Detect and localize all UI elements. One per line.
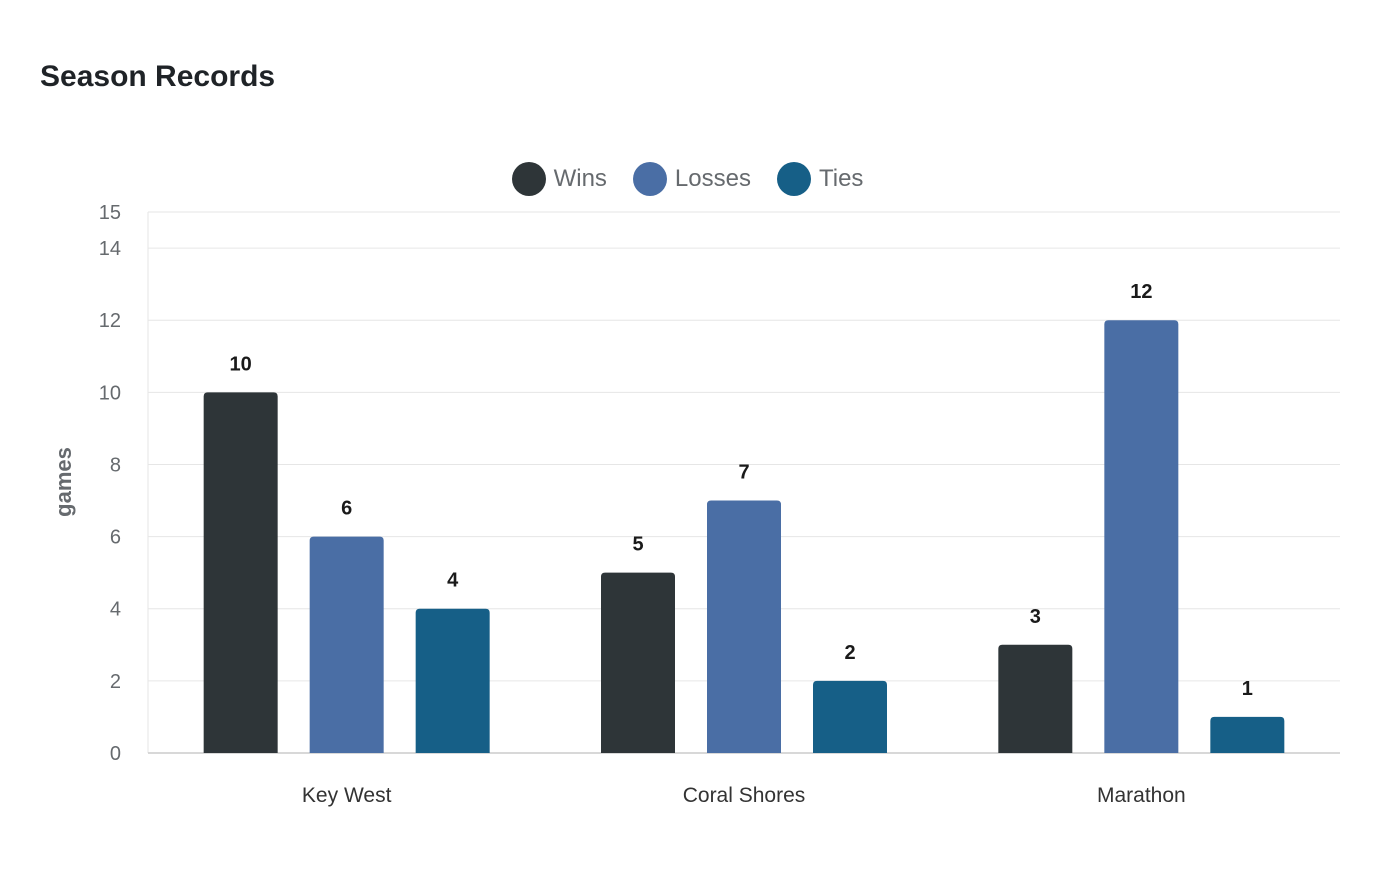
bar-wins-marathon	[998, 644, 1073, 753]
y-tick-label: 4	[110, 599, 121, 621]
bar-ties-marathon	[1210, 716, 1285, 753]
bar-wins-key-west	[203, 392, 278, 753]
x-tick-label: Marathon	[1097, 784, 1186, 807]
y-tick-label: 6	[110, 527, 121, 549]
y-tick-label: 12	[99, 310, 121, 332]
y-tick-label: 15	[99, 202, 121, 224]
data-label: 1	[1242, 678, 1253, 700]
data-label: 3	[1030, 606, 1041, 628]
y-tick-label: 2	[110, 671, 121, 693]
y-tick-label: 14	[99, 238, 121, 260]
bar-wins-coral-shores	[601, 572, 675, 753]
bar-ties-key-west	[415, 608, 490, 753]
chart-title: Season Records	[40, 60, 276, 93]
legend-label: Ties	[818, 165, 864, 192]
x-tick-label: Coral Shores	[683, 784, 806, 807]
data-label: 5	[632, 534, 643, 556]
legend-item-losses[interactable]: Losses	[632, 162, 751, 196]
chart-legend: Wins Losses Ties	[0, 162, 1375, 196]
data-label: 10	[230, 353, 252, 375]
bar-losses-coral-shores	[707, 500, 781, 753]
y-tick-label: 0	[110, 743, 121, 765]
legend-swatch	[511, 162, 546, 196]
y-tick-label: 10	[99, 382, 121, 404]
legend-label: Losses	[674, 165, 751, 192]
bar-losses-marathon	[1104, 320, 1179, 753]
legend-item-ties[interactable]: Ties	[776, 162, 864, 196]
legend-label: Wins	[553, 165, 607, 192]
data-label: 2	[844, 642, 855, 664]
data-label: 12	[1130, 281, 1152, 303]
data-label: 6	[341, 498, 352, 520]
bar-ties-coral-shores	[813, 680, 887, 753]
legend-swatch	[776, 162, 811, 196]
bar-losses-key-west	[309, 536, 384, 753]
legend-swatch	[632, 162, 667, 196]
legend-item-wins[interactable]: Wins	[511, 162, 607, 196]
data-label: 7	[738, 462, 749, 484]
y-tick-label: 8	[110, 454, 121, 476]
y-axis-label: games	[51, 447, 76, 517]
data-label: 4	[447, 570, 459, 592]
x-tick-label: Key West	[302, 784, 392, 807]
